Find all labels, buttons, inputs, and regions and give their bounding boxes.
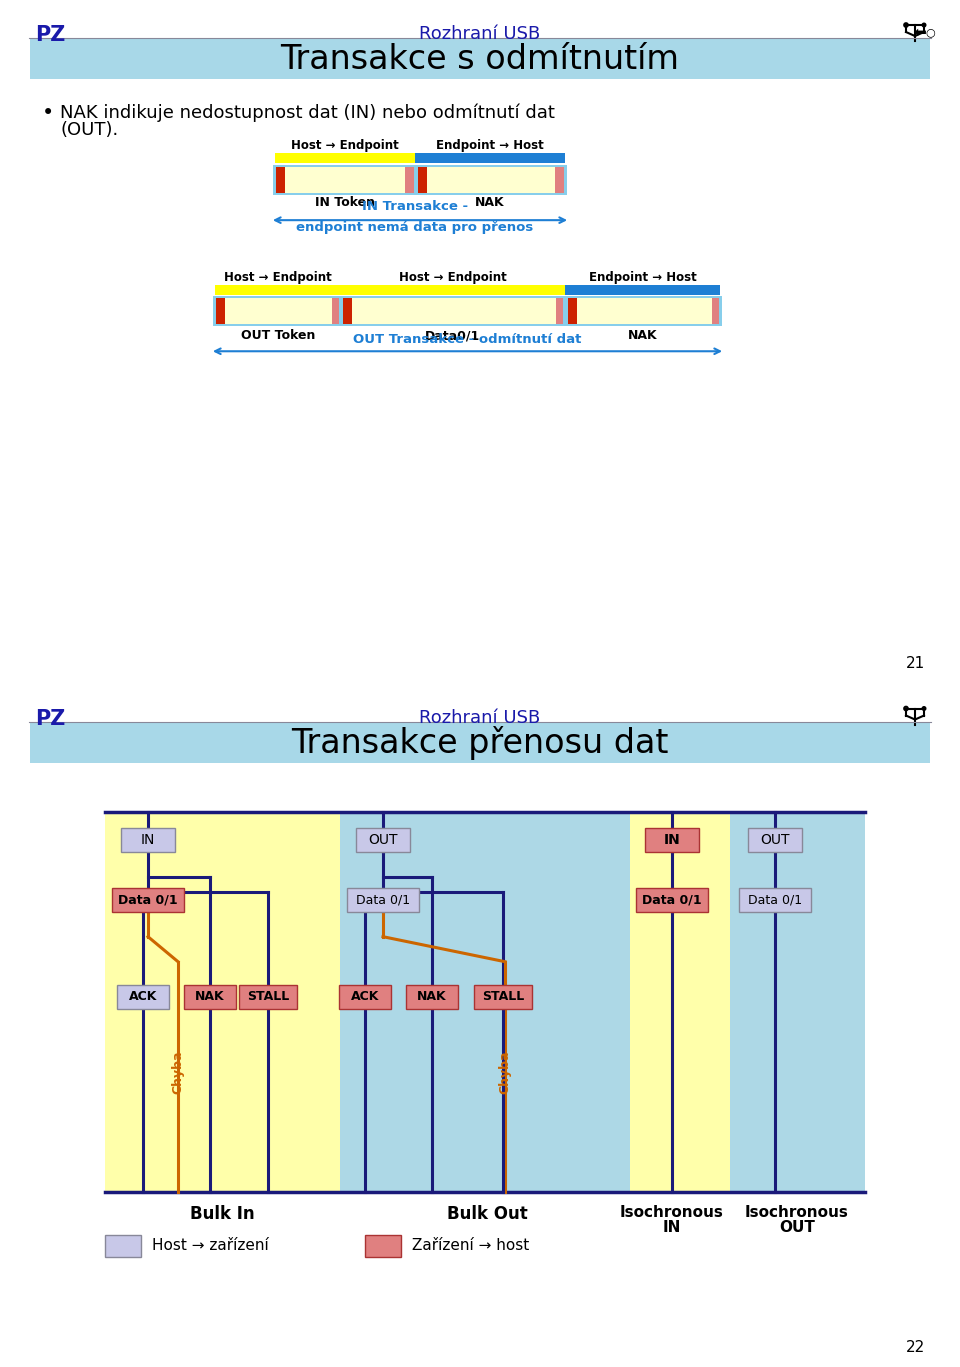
Bar bbox=[117, 984, 169, 1009]
Bar bbox=[418, 167, 427, 193]
Bar bbox=[332, 298, 339, 324]
Text: Endpoint → Host: Endpoint → Host bbox=[436, 139, 544, 152]
Text: IN: IN bbox=[662, 1219, 682, 1234]
Text: Data 0/1: Data 0/1 bbox=[356, 893, 410, 906]
Bar bbox=[555, 167, 564, 193]
Text: NAK indikuje nedostupnost dat (IN) nebo odmítnutí dat: NAK indikuje nedostupnost dat (IN) nebo … bbox=[60, 103, 555, 122]
Bar bbox=[215, 286, 565, 295]
Bar bbox=[474, 984, 532, 1009]
Text: PZ: PZ bbox=[35, 708, 65, 729]
Text: OUT Transakce - odmítnutí dat: OUT Transakce - odmítnutí dat bbox=[353, 334, 581, 346]
Bar bbox=[239, 984, 297, 1009]
Bar bbox=[415, 153, 565, 163]
Text: OUT: OUT bbox=[780, 1219, 815, 1234]
Bar bbox=[630, 812, 730, 1192]
Text: IN Transakce -: IN Transakce - bbox=[362, 200, 468, 213]
Text: ACK: ACK bbox=[350, 990, 379, 1003]
Text: STALL: STALL bbox=[247, 990, 289, 1003]
Text: NAK: NAK bbox=[195, 990, 225, 1003]
Bar bbox=[343, 298, 352, 324]
Polygon shape bbox=[911, 41, 919, 46]
Bar bbox=[216, 298, 225, 324]
Bar bbox=[556, 298, 563, 324]
Text: Chyba: Chyba bbox=[498, 1050, 512, 1094]
Bar bbox=[565, 286, 720, 295]
Bar bbox=[568, 298, 577, 324]
Polygon shape bbox=[911, 725, 919, 730]
Bar bbox=[636, 887, 708, 912]
Bar bbox=[276, 167, 285, 193]
Text: Data 0/1: Data 0/1 bbox=[748, 893, 802, 906]
Bar bbox=[340, 812, 630, 1192]
Bar bbox=[273, 165, 567, 195]
Text: Data 0/1: Data 0/1 bbox=[118, 893, 178, 906]
Text: OUT: OUT bbox=[369, 833, 397, 846]
Text: IN: IN bbox=[141, 833, 156, 846]
Bar bbox=[405, 167, 414, 193]
Bar bbox=[343, 298, 562, 324]
Bar bbox=[121, 827, 175, 852]
Text: Data 0/1: Data 0/1 bbox=[642, 893, 702, 906]
Text: Zařízení → host: Zařízení → host bbox=[412, 1239, 529, 1254]
Bar bbox=[406, 984, 458, 1009]
Text: NAK: NAK bbox=[475, 195, 505, 209]
Text: Host → Endpoint: Host → Endpoint bbox=[291, 139, 398, 152]
Text: Bulk Out: Bulk Out bbox=[446, 1204, 527, 1223]
Text: IN Token: IN Token bbox=[315, 195, 375, 209]
Text: Rozhraní USB: Rozhraní USB bbox=[420, 25, 540, 42]
Text: Rozhraní USB: Rozhraní USB bbox=[420, 708, 540, 726]
Text: Isochronous: Isochronous bbox=[620, 1204, 724, 1219]
Bar bbox=[105, 812, 340, 1192]
Text: Host → Endpoint: Host → Endpoint bbox=[224, 271, 332, 284]
Text: Bulk In: Bulk In bbox=[190, 1204, 254, 1223]
Text: Endpoint → Host: Endpoint → Host bbox=[589, 271, 697, 284]
Text: ⬅: ⬅ bbox=[914, 25, 926, 40]
Bar bbox=[184, 984, 236, 1009]
Text: ACK: ACK bbox=[129, 990, 157, 1003]
Text: (OUT).: (OUT). bbox=[60, 122, 118, 139]
Text: NAK: NAK bbox=[418, 990, 446, 1003]
Text: Data0/1: Data0/1 bbox=[425, 329, 481, 342]
Bar bbox=[216, 298, 336, 324]
Text: NAK: NAK bbox=[628, 329, 658, 342]
Bar bbox=[748, 827, 802, 852]
Text: PZ: PZ bbox=[35, 25, 65, 45]
Bar bbox=[418, 167, 562, 193]
Bar bbox=[365, 1234, 401, 1256]
Circle shape bbox=[923, 23, 925, 27]
Bar bbox=[645, 827, 699, 852]
Bar bbox=[347, 887, 419, 912]
Bar bbox=[730, 812, 865, 1192]
Bar bbox=[30, 40, 930, 79]
Text: Transakce s odmítnutím: Transakce s odmítnutím bbox=[280, 42, 680, 75]
Text: Chyba: Chyba bbox=[172, 1050, 184, 1094]
Bar bbox=[568, 298, 717, 324]
Text: Transakce přenosu dat: Transakce přenosu dat bbox=[291, 726, 669, 760]
Bar bbox=[213, 297, 722, 327]
Text: Host → zařízení: Host → zařízení bbox=[152, 1239, 269, 1254]
Text: ○: ○ bbox=[925, 27, 935, 37]
Text: STALL: STALL bbox=[482, 990, 524, 1003]
Text: Host → Endpoint: Host → Endpoint bbox=[399, 271, 507, 284]
Text: Isochronous: Isochronous bbox=[745, 1204, 849, 1219]
Text: 22: 22 bbox=[905, 1340, 925, 1355]
Bar bbox=[739, 887, 811, 912]
Text: 21: 21 bbox=[905, 656, 925, 671]
Circle shape bbox=[923, 707, 925, 711]
Text: OUT Token: OUT Token bbox=[241, 329, 315, 342]
Bar bbox=[30, 723, 930, 763]
Bar bbox=[276, 167, 410, 193]
Text: IN: IN bbox=[663, 833, 681, 846]
Text: OUT: OUT bbox=[760, 833, 790, 846]
Bar bbox=[339, 984, 391, 1009]
Bar bbox=[112, 887, 184, 912]
Bar bbox=[712, 298, 719, 324]
Bar bbox=[356, 827, 410, 852]
Text: endpoint nemá data pro přenos: endpoint nemá data pro přenos bbox=[297, 221, 534, 234]
Bar bbox=[105, 1234, 141, 1256]
Text: •: • bbox=[42, 103, 55, 123]
Bar bbox=[275, 153, 415, 163]
